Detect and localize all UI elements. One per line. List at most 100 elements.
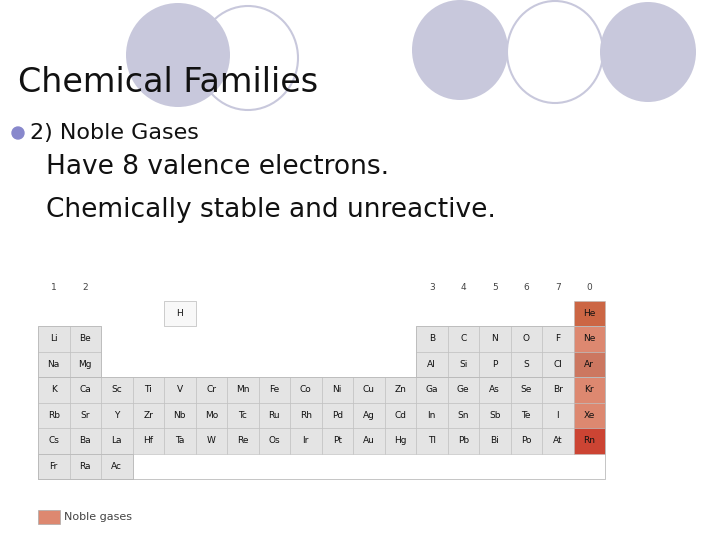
Text: Chemically stable and unreactive.: Chemically stable and unreactive. (46, 197, 496, 223)
Text: Y: Y (114, 411, 120, 420)
Text: P: P (492, 360, 498, 369)
Text: Zr: Zr (143, 411, 153, 420)
Bar (38, 326, 101, 377)
Bar (416, 402, 448, 428)
Bar (353, 428, 384, 454)
Text: Bi: Bi (490, 436, 499, 446)
Text: Ti: Ti (145, 385, 152, 394)
Bar (38, 326, 70, 352)
Text: Sn: Sn (457, 411, 469, 420)
Text: 0: 0 (586, 284, 592, 292)
Text: H: H (176, 309, 183, 318)
Text: He: He (583, 309, 595, 318)
Bar (70, 454, 101, 479)
Bar (70, 428, 101, 454)
Text: Xe: Xe (584, 411, 595, 420)
Text: Sb: Sb (489, 411, 500, 420)
Text: Ni: Ni (333, 385, 342, 394)
Bar (70, 326, 101, 352)
Text: 6: 6 (523, 284, 529, 292)
Text: Ru: Ru (269, 411, 280, 420)
Bar (101, 454, 132, 479)
Text: Po: Po (521, 436, 531, 446)
Bar (353, 402, 384, 428)
Bar (132, 377, 164, 402)
Text: B: B (428, 334, 435, 343)
Ellipse shape (412, 0, 508, 100)
Bar (290, 402, 322, 428)
Text: Ag: Ag (363, 411, 374, 420)
Text: Cu: Cu (363, 385, 374, 394)
Bar (416, 377, 448, 402)
Text: La: La (112, 436, 122, 446)
Bar (290, 377, 322, 402)
Bar (164, 300, 196, 326)
Bar (196, 377, 227, 402)
Text: Al: Al (428, 360, 436, 369)
Text: Pd: Pd (332, 411, 343, 420)
Bar (542, 402, 574, 428)
Bar (353, 377, 384, 402)
Text: F: F (555, 334, 560, 343)
Text: 7: 7 (555, 284, 561, 292)
Text: 2) Noble Gases: 2) Noble Gases (30, 123, 199, 143)
Text: Chemical Families: Chemical Families (18, 65, 318, 98)
Text: Cl: Cl (553, 360, 562, 369)
Text: Ge: Ge (457, 385, 469, 394)
Bar (574, 326, 605, 352)
Bar (416, 326, 605, 377)
Bar (542, 326, 574, 352)
Ellipse shape (126, 3, 230, 107)
Text: 2: 2 (82, 284, 88, 292)
Bar (101, 402, 132, 428)
Bar (448, 352, 479, 377)
Text: Mn: Mn (236, 385, 250, 394)
Bar (479, 377, 510, 402)
Bar (416, 428, 448, 454)
Text: Ac: Ac (112, 462, 122, 471)
Bar (479, 326, 510, 352)
Text: 3: 3 (429, 284, 435, 292)
Bar (479, 402, 510, 428)
Text: Ca: Ca (79, 385, 91, 394)
Bar (574, 377, 605, 402)
Bar (164, 377, 196, 402)
Text: Au: Au (363, 436, 374, 446)
Bar (510, 377, 542, 402)
Text: Si: Si (459, 360, 467, 369)
Bar (38, 454, 132, 479)
Bar (479, 428, 510, 454)
Text: Fr: Fr (50, 462, 58, 471)
Text: Rh: Rh (300, 411, 312, 420)
Bar (258, 377, 290, 402)
Bar (196, 402, 227, 428)
Text: N: N (491, 334, 498, 343)
Text: Tc: Tc (238, 411, 247, 420)
Bar (290, 428, 322, 454)
Text: Tl: Tl (428, 436, 436, 446)
Text: Have 8 valence electrons.: Have 8 valence electrons. (46, 154, 389, 180)
Bar (384, 428, 416, 454)
Bar (132, 428, 164, 454)
Text: Sc: Sc (112, 385, 122, 394)
Text: Cr: Cr (206, 385, 216, 394)
Bar (70, 377, 101, 402)
Bar (574, 352, 605, 377)
Bar (101, 428, 132, 454)
Text: Hf: Hf (143, 436, 153, 446)
Text: Fe: Fe (269, 385, 279, 394)
Bar (38, 510, 60, 524)
Bar (227, 402, 258, 428)
Bar (38, 377, 70, 402)
Bar (38, 377, 605, 479)
Bar (322, 428, 353, 454)
Text: In: In (428, 411, 436, 420)
Circle shape (12, 127, 24, 139)
Bar (101, 377, 132, 402)
Bar (448, 326, 479, 352)
Bar (70, 402, 101, 428)
Text: Ga: Ga (426, 385, 438, 394)
Bar (542, 377, 574, 402)
Text: Rn: Rn (583, 436, 595, 446)
Bar (416, 326, 448, 352)
